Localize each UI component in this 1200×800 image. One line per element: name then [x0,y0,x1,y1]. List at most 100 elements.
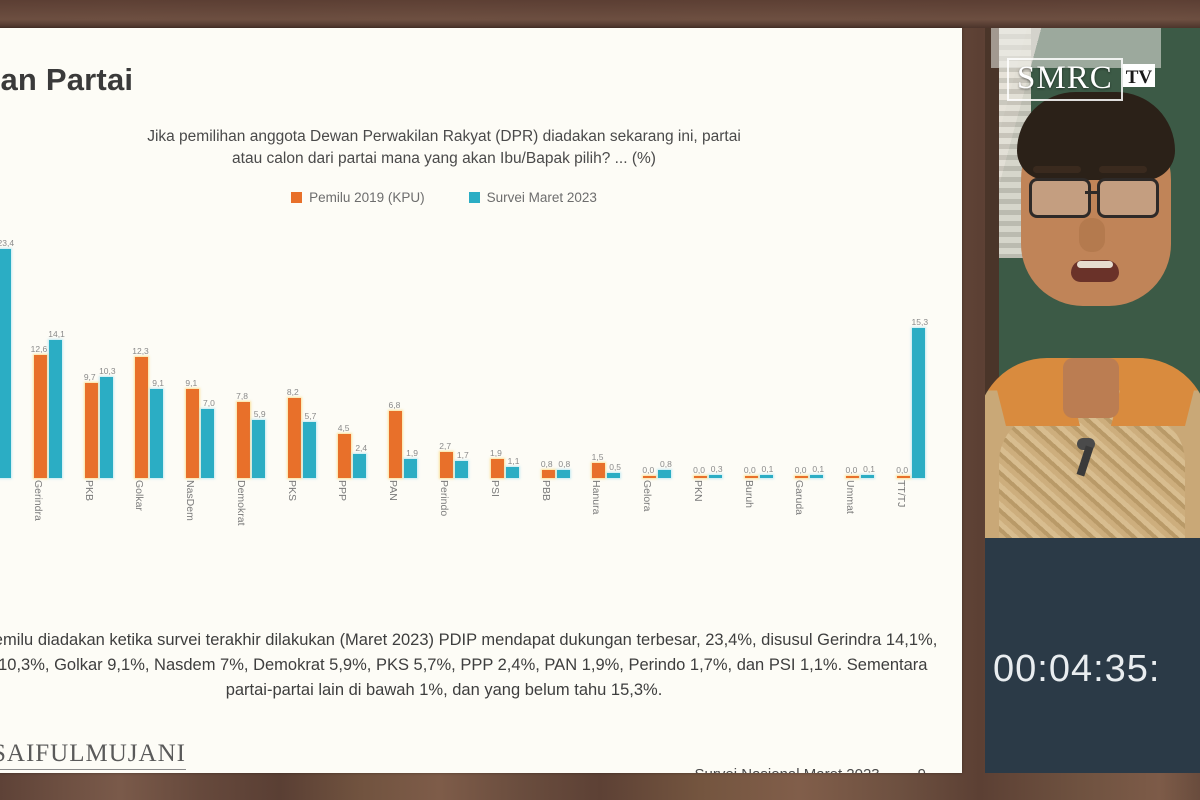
bar-pemilu-2019: 12,3 [132,346,149,478]
bar-value-label: 14,1 [48,328,65,339]
speaker-nose [1079,218,1105,252]
category-label: PKS [285,480,298,502]
legend-swatch-orange [291,192,303,203]
timer-panel: 00:04:35: [985,538,1200,773]
slide-footer: Survei Nasional Maret 2023 9 [695,766,926,773]
category-label: NasDem [184,480,197,521]
bar-group: 0,0 0,1 Ummat [837,233,883,514]
bar-pemilu-2019: 1,9 [490,448,504,478]
bar-value-label: 0,0 [845,465,858,475]
bar-survei-2023: 0,8 [658,459,672,478]
bar-pemilu-2019: 9,1 [185,378,200,478]
slide-summary-text: Jika pemilu diadakan ketika survei terak… [0,631,938,699]
bar-value-label: 8,2 [286,386,299,397]
bar-group: 0,0 0,1 Garuda [786,233,832,515]
bar-survei-2023: 0,1 [810,464,824,478]
bar-value-label: 1,9 [406,448,418,459]
smrc-brand-logo: SAIFULMUJANI research & consulting [0,740,186,773]
bar-pemilu-2019: 0,0 [693,465,707,478]
bar-value-label: 0,0 [642,465,655,475]
bar-value-label: 5,7 [304,411,317,422]
bar-group: 9,1 7,0 NasDem [177,233,223,521]
bar-group: 6,8 1,9 PAN [380,233,426,500]
bar-value-label: 0,1 [761,464,774,474]
bar-value-label: 23,4 [0,237,15,248]
category-label: PAN [387,480,400,501]
playback-timecode: 00:04:35: [993,648,1161,690]
bar-survei-2023: 0,3 [708,464,723,478]
bar-survei-2023: 0,8 [556,459,570,478]
speaker-batik-shirt [999,412,1185,538]
chart-legend: Pemilu 2019 (KPU) Survei Maret 2023 [0,190,954,205]
bar-group: 9,7 10,3 PKB [76,233,122,501]
bar-survei-2023: 7,0 [201,398,215,478]
bar-survei-2023: 1,9 [404,448,418,478]
bar-group: 12,3 9,1 Golkar [126,233,172,510]
speaker-eyebrow-left [1033,166,1081,173]
bar-value-label: 1,9 [490,448,502,459]
category-label: PPP [336,480,349,502]
bar-survei-2023: 0,5 [607,462,621,478]
bar-pemilu-2019: 0,0 [896,465,910,478]
bar-value-label: 9,1 [152,377,165,388]
category-label: Ummat [844,480,857,514]
question-line-1: Jika pemilihan anggota Dewan Perwakilan … [147,128,741,145]
bar-group: 4,5 2,4 PPP [329,233,375,501]
bar-survei-2023: 14,1 [48,329,65,478]
bar-pemilu-2019: 2,7 [439,441,453,478]
bar-group: 2,7 1,7 Perindo [431,233,477,517]
category-label: PKN [691,480,704,502]
bar-pemilu-2019: 12,6 [31,344,47,478]
bar-pemilu-2019: 0,0 [795,465,809,478]
bar-value-label: 12,3 [132,346,149,357]
speaker-hair [1017,92,1175,180]
bar-value-label: 4,5 [337,422,350,433]
bar-group: 19,323,4PDI Perjuangan [0,233,20,478]
bar-pemilu-2019: 6,8 [388,400,403,478]
bar-survei-2023: 2,4 [353,443,367,478]
bar-survei-2023: 1,1 [505,456,519,478]
smrc-tv-watermark: SMRC TV [1007,58,1156,101]
bar-value-label: 0,3 [710,464,723,474]
speaker-collar-right [1111,386,1195,426]
slide-question: Jika pemilihan anggota Dewan Perwakilan … [0,126,954,171]
bar-pemilu-2019: 0,0 [845,465,860,478]
speaker-eyebrow-right [1099,166,1147,173]
bar-group: 0,0 15,3 TT/TJ [888,233,934,507]
video-feed[interactable]: SMRC TV [985,28,1200,538]
bar-value-label: 7,0 [202,398,215,409]
category-label: PKB [82,480,95,502]
bar-group: 0,0 0,8 Gelora [634,233,680,511]
eyeglasses-lens-left [1029,178,1091,218]
bar-value-label: 9,1 [185,377,198,388]
eyeglasses-lens-right [1097,178,1159,218]
category-label: Garuda [793,480,806,516]
bar-group: 1,5 0,5 Hanura [583,233,629,514]
bar-survei-2023: 5,9 [251,409,266,478]
bar-value-label: 0,1 [863,464,875,474]
slide-title: Pilihan Partai [0,62,134,97]
bar-pemilu-2019: 1,5 [592,452,606,478]
bar-value-label: 1,5 [591,452,604,463]
bar-value-label: 0,0 [693,465,705,475]
legend-item-pemilu-2019: Pemilu 2019 (KPU) [291,190,425,205]
bar-pemilu-2019: 0,0 [744,465,758,478]
bar-survei-2023: 15,3 [912,317,928,478]
speaker-neck [1063,358,1119,418]
bar-group: 0,8 0,8 PBB [533,233,579,501]
footer-survey-note: Survei Nasional Maret 2023 [695,766,880,773]
bar-survei-2023: 1,7 [455,450,469,478]
bar-survei-2023: 0,1 [759,464,773,478]
category-label: Golkar [133,480,146,511]
bar-survei-2023: 9,1 [150,378,164,478]
slide-page-number: 9 [918,766,926,773]
speaker-teeth [1077,261,1113,268]
bar-value-label: 0,0 [896,465,909,475]
logo-backplate [991,28,1161,68]
bar-pemilu-2019: 7,8 [236,391,250,478]
legend-label-survei-2023: Survei Maret 2023 [486,190,597,205]
category-label: PBB [539,480,552,502]
bar-value-label: 0,0 [794,465,807,475]
bar-value-label: 0,5 [609,462,622,473]
bar-value-label: 2,4 [355,443,368,454]
